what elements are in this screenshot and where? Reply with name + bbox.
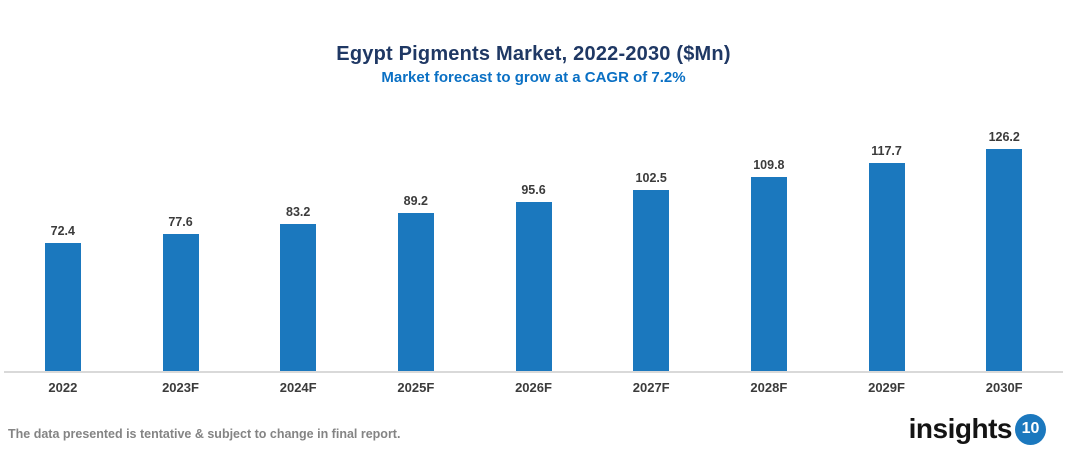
x-axis-label: 2022 xyxy=(48,380,78,395)
bar-column: 102.5 2027F xyxy=(592,130,710,395)
bar-column: 126.2 2030F xyxy=(945,130,1063,395)
x-axis-label: 2030F xyxy=(985,380,1023,395)
bar-value-label: 77.6 xyxy=(168,215,193,229)
bar xyxy=(397,213,434,371)
x-axis-label: 2025F xyxy=(397,380,435,395)
bar-area: 89.2 xyxy=(397,130,434,371)
bar-area: 83.2 xyxy=(280,130,317,371)
x-axis-line xyxy=(4,371,1063,373)
bar-area: 126.2 xyxy=(986,130,1023,371)
bar-column: 117.7 2029F xyxy=(828,130,946,395)
bar-column: 83.2 2024F xyxy=(239,130,357,395)
bar xyxy=(750,177,787,371)
x-axis-label: 2024F xyxy=(279,380,317,395)
bar-value-label: 126.2 xyxy=(988,130,1020,144)
bar-value-label: 72.4 xyxy=(50,224,75,238)
disclaimer-text: The data presented is tentative & subjec… xyxy=(8,427,401,441)
bar-value-label: 102.5 xyxy=(635,171,667,185)
bar-column: 109.8 2028F xyxy=(710,130,828,395)
x-axis-label: 2023F xyxy=(162,380,199,395)
bar-area: 72.4 xyxy=(44,130,81,371)
bar-value-label: 83.2 xyxy=(286,205,311,219)
chart-subtitle: Market forecast to grow at a CAGR of 7.2… xyxy=(381,69,686,86)
bar xyxy=(280,224,317,371)
x-axis-label: 2028F xyxy=(750,380,788,395)
bar-chart: 72.4 2022 77.6 2023F 83.2 2024F 89.2 2025F 95.6 2… xyxy=(4,130,1063,398)
logo-badge-circle: 10 xyxy=(1015,413,1046,445)
bar xyxy=(986,149,1023,371)
bar-area: 95.6 xyxy=(515,130,552,371)
bar xyxy=(44,243,81,371)
bar xyxy=(868,163,905,371)
bar-column: 77.6 2023F xyxy=(122,130,240,395)
bar xyxy=(162,234,199,371)
bar-value-label: 109.8 xyxy=(753,158,785,172)
bar-value-label: 117.7 xyxy=(871,144,902,158)
x-axis-label: 2027F xyxy=(632,380,670,395)
insights10-logo: insights 10 xyxy=(909,413,1046,445)
bar-area: 102.5 xyxy=(633,130,670,371)
bar-area: 77.6 xyxy=(162,130,199,371)
bar-columns: 72.4 2022 77.6 2023F 83.2 2024F 89.2 2025F 95.6 2… xyxy=(4,130,1063,395)
bar-column: 72.4 2022 xyxy=(4,130,122,395)
bar-area: 117.7 xyxy=(868,130,905,371)
chart-title: Egypt Pigments Market, 2022-2030 ($Mn) xyxy=(336,43,731,65)
logo-text: insights xyxy=(908,413,1013,444)
bar-value-label: 95.6 xyxy=(521,183,546,197)
bar-column: 95.6 2026F xyxy=(475,130,593,395)
bar-value-label: 89.2 xyxy=(403,194,429,208)
bar-area: 109.8 xyxy=(750,130,787,371)
bar-column: 89.2 2025F xyxy=(357,130,475,395)
x-axis-label: 2029F xyxy=(868,380,905,395)
x-axis-label: 2026F xyxy=(515,380,552,395)
bar xyxy=(515,202,552,371)
bar xyxy=(633,190,670,371)
